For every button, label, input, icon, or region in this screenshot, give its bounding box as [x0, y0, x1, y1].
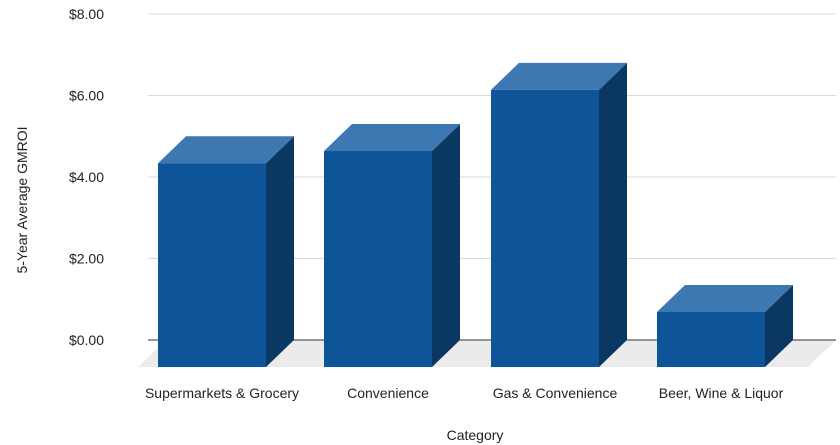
bar-side — [765, 284, 793, 367]
y-tick-label: $2.00 — [69, 251, 104, 267]
bar-side — [432, 124, 460, 368]
y-tick-label: $8.00 — [69, 6, 104, 22]
y-axis-title: 5-Year Average GMROI — [14, 126, 30, 273]
bar-front — [324, 151, 432, 367]
bar-top — [657, 284, 793, 312]
bar-front — [491, 89, 599, 368]
x-category-label: Supermarkets & Grocery — [145, 385, 299, 401]
bar-top — [158, 136, 294, 164]
bar — [491, 62, 627, 368]
y-tick-label: $0.00 — [69, 332, 104, 348]
bar-front — [158, 163, 266, 367]
x-category-label: Beer, Wine & Liquor — [659, 385, 784, 401]
x-category-label: Convenience — [347, 385, 429, 401]
bar — [324, 124, 460, 368]
x-axis-title: Category — [447, 427, 504, 443]
y-axis-ticks: $0.00 $2.00 $4.00 $6.00 $8.00 — [69, 6, 104, 348]
y-tick-label: $4.00 — [69, 169, 104, 185]
bar-top — [491, 62, 627, 90]
bar-side — [266, 136, 294, 367]
x-category-label: Gas & Convenience — [493, 385, 618, 401]
y-tick-label: $6.00 — [69, 88, 104, 104]
x-axis-labels: Supermarkets & Grocery Convenience Gas & C… — [145, 385, 784, 401]
bar-side — [599, 62, 627, 368]
bars — [158, 62, 793, 368]
bar-front — [657, 311, 765, 367]
bar-top — [324, 124, 460, 152]
bar — [657, 284, 793, 367]
bar — [158, 136, 294, 367]
